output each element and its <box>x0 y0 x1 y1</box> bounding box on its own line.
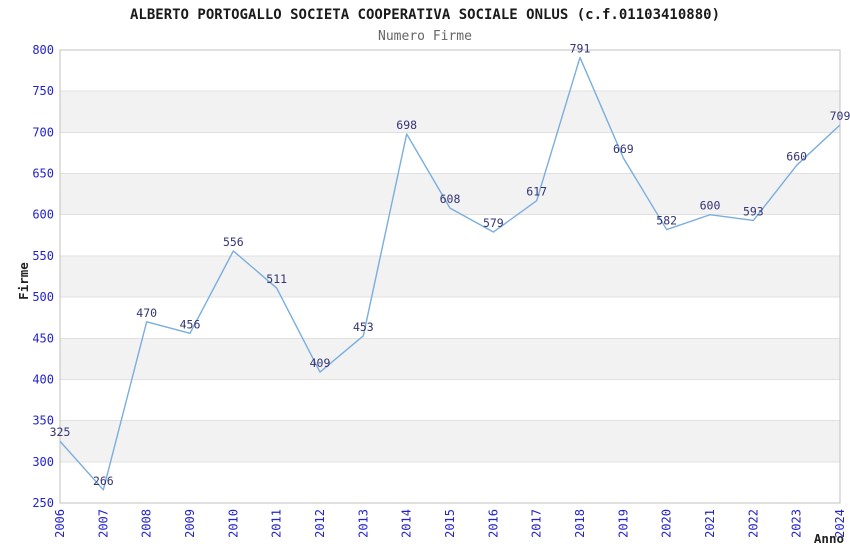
x-tick-label: 2008 <box>140 509 154 538</box>
x-axis-label: Anno <box>814 531 844 546</box>
line-series <box>59 56 841 491</box>
x-tick-label: 2010 <box>226 509 240 538</box>
y-tick-label: 400 <box>32 372 54 386</box>
data-point-label: 456 <box>180 317 201 331</box>
point-label-group: 325 266 470 456 556 511 409 453 698 608 579 617 791 6… <box>50 41 850 487</box>
data-point-label: 600 <box>700 199 721 213</box>
x-tick-label: 2007 <box>96 509 110 538</box>
x-tick-label: 2017 <box>530 509 544 538</box>
y-tick-label: 350 <box>32 414 54 428</box>
x-tick-label: 2024 <box>833 509 847 538</box>
x-tick-label: 2009 <box>183 509 197 538</box>
x-axis-tick-group: 2006 2007 2008 2009 2010 2011 2012 2013 2014 2015… <box>53 509 847 538</box>
x-tick-label: 2018 <box>573 509 587 538</box>
y-tick-label: 700 <box>32 125 54 139</box>
chart-title: ALBERTO PORTOGALLO SOCIETA COOPERATIVA S… <box>130 7 720 23</box>
x-tick-label: 2022 <box>746 509 760 538</box>
y-tick-label: 650 <box>32 167 54 181</box>
plot-band <box>60 91 840 133</box>
x-tick-label: 2020 <box>660 509 674 538</box>
x-tick-label: 2016 <box>486 509 500 538</box>
y-tick-label: 800 <box>32 43 54 57</box>
plot-band <box>60 420 840 462</box>
y-tick-label: 500 <box>32 290 54 304</box>
data-point-label: 453 <box>353 320 374 334</box>
x-tick-label: 2011 <box>270 509 284 538</box>
data-point-label: 608 <box>440 192 461 206</box>
data-point-label: 791 <box>570 41 591 55</box>
gridline-group <box>60 49 840 504</box>
x-tick-label: 2023 <box>790 509 804 538</box>
plot-border <box>59 49 841 504</box>
y-tick-label: 750 <box>32 84 54 98</box>
data-point-label: 556 <box>223 235 244 249</box>
chart-subtitle: Numero Firme <box>378 29 472 44</box>
y-tick-label: 250 <box>32 496 54 510</box>
data-point-label: 511 <box>266 272 287 286</box>
data-point-label: 698 <box>396 118 417 132</box>
x-tick-label: 2019 <box>616 509 630 538</box>
x-tick-label: 2015 <box>443 509 457 538</box>
data-point-label: 470 <box>136 306 157 320</box>
data-point-label: 660 <box>786 149 807 163</box>
data-point-label: 709 <box>830 109 850 123</box>
y-axis-label: Firme <box>16 262 31 300</box>
data-point-label: 266 <box>93 474 114 488</box>
y-tick-label: 550 <box>32 249 54 263</box>
data-point-label: 582 <box>656 214 677 228</box>
data-point-label: 409 <box>310 356 331 370</box>
data-point-label: 617 <box>526 185 547 199</box>
band-group <box>60 91 840 462</box>
data-point-label: 593 <box>743 204 764 218</box>
y-tick-label: 300 <box>32 455 54 469</box>
y-tick-label: 450 <box>32 331 54 345</box>
x-tick-label: 2012 <box>313 509 327 538</box>
data-point-label: 669 <box>613 142 634 156</box>
x-tick-label: 2014 <box>400 509 414 538</box>
plot-band <box>60 255 840 298</box>
x-tick-label: 2006 <box>53 509 67 538</box>
data-point-label: 325 <box>50 425 71 439</box>
y-tick-label: 600 <box>32 208 54 222</box>
data-point-label: 579 <box>483 216 504 230</box>
x-tick-label: 2021 <box>703 509 717 538</box>
y-axis-tick-group: 250 300 350 400 450 500 550 600 650 700 750 800 <box>32 43 54 510</box>
x-tick-label: 2013 <box>356 509 370 538</box>
plot-band <box>60 338 840 380</box>
